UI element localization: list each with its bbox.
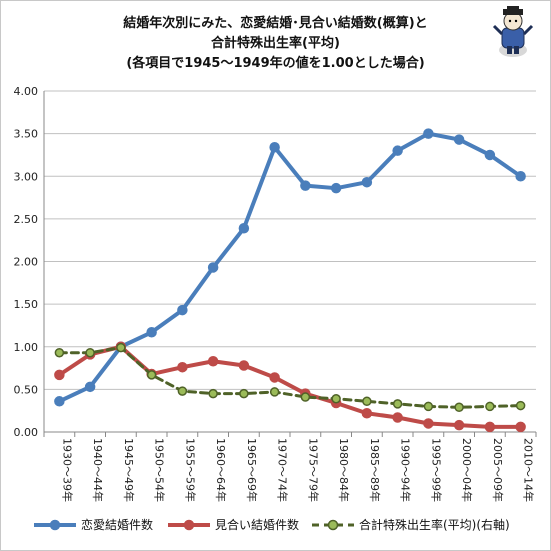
data-point-2 (423, 401, 434, 412)
data-point-1 (207, 355, 219, 367)
y-tick-label: 3.50 (14, 128, 39, 141)
y-tick-label: 1.00 (14, 341, 39, 354)
data-point-0 (484, 149, 496, 161)
y-tick-label: 1.50 (14, 298, 39, 311)
x-tick-label: 2010～14年 (522, 438, 536, 502)
chart-title-line-2: 合計特殊出生率(平均) (211, 36, 340, 51)
data-point-1 (453, 419, 465, 431)
data-point-1 (484, 421, 496, 433)
data-point-1 (515, 421, 526, 433)
x-tick-label: 1955～59年 (183, 438, 197, 502)
data-point-2 (515, 400, 526, 411)
x-tick-label: 2005～09年 (491, 438, 505, 502)
legend-label-2: 合計特殊出生率(平均)(右軸) (359, 517, 510, 532)
chart-title-line-1: 結婚年次別にみた、恋愛結婚･見合い結婚数(概算)と (123, 16, 428, 31)
y-tick-label: 2.50 (14, 213, 39, 226)
y-tick-label: 3.00 (14, 170, 39, 183)
data-point-0 (300, 180, 311, 191)
data-point-0 (330, 182, 342, 194)
data-point-0 (361, 176, 373, 188)
data-point-2 (146, 370, 157, 380)
data-point-1 (423, 418, 434, 429)
x-tick-label: 1945～49年 (122, 438, 136, 502)
data-point-2 (85, 347, 95, 358)
data-point-2 (362, 396, 372, 407)
x-tick-label: 1975～79年 (306, 438, 320, 502)
data-point-2 (116, 342, 126, 353)
data-point-2 (331, 394, 341, 404)
data-point-0 (146, 327, 157, 338)
data-point-1 (177, 361, 188, 373)
data-point-2 (300, 392, 311, 402)
data-point-1 (269, 372, 280, 383)
legend-label-1: 見合い結婚件数 (215, 517, 299, 532)
x-tick-label: 1970～74年 (276, 438, 290, 502)
data-point-0 (423, 128, 434, 139)
data-point-2 (54, 347, 65, 358)
data-point-2 (177, 386, 188, 396)
x-tick-label: 1995～99年 (429, 438, 443, 502)
data-point-0 (54, 396, 65, 407)
x-tick-label: 1960～64年 (214, 438, 228, 502)
data-point-2 (485, 401, 495, 412)
x-tick-label: 1950～54年 (153, 438, 167, 502)
data-point-2 (269, 387, 280, 397)
legend-marker-2 (327, 519, 339, 531)
data-point-1 (392, 412, 403, 423)
data-point-0 (177, 304, 188, 316)
y-tick-label: 0.50 (14, 383, 39, 396)
mascot-icon (492, 6, 534, 57)
series-line-2 (57, 346, 523, 409)
series-line-1 (57, 344, 523, 429)
data-point-1 (238, 360, 250, 371)
x-tick-label: 1990～94年 (399, 438, 413, 502)
legend-marker-0 (49, 519, 61, 531)
x-tick-label: 1980～84年 (337, 438, 351, 502)
data-point-0 (392, 145, 403, 156)
data-point-2 (454, 402, 464, 413)
data-point-0 (207, 262, 219, 273)
data-point-1 (361, 407, 373, 419)
x-tick-label: 1965～69年 (245, 438, 259, 502)
data-point-2 (392, 399, 403, 409)
x-tick-label: 2000～04年 (460, 438, 474, 502)
y-tick-label: 2.00 (14, 256, 39, 269)
legend-label-0: 恋愛結婚件数 (81, 517, 153, 532)
data-point-0 (238, 223, 250, 234)
data-point-0 (269, 142, 280, 153)
y-tick-label: 0.00 (14, 426, 39, 439)
x-tick-label: 1940～44年 (91, 438, 105, 502)
series-line-0 (57, 131, 523, 404)
data-point-0 (453, 134, 465, 145)
data-point-2 (239, 388, 249, 399)
data-point-1 (54, 369, 65, 381)
x-tick-label: 1930～39年 (60, 438, 74, 502)
data-point-0 (84, 381, 96, 393)
chart-title-line-3: (各項目で1945～1949年の値を1.00とした場合) (126, 56, 425, 71)
x-tick-label: 1985～89年 (368, 438, 382, 502)
legend-marker-1 (183, 519, 195, 531)
data-point-2 (208, 388, 218, 399)
data-point-0 (515, 171, 526, 182)
y-tick-label: 4.00 (14, 85, 39, 98)
